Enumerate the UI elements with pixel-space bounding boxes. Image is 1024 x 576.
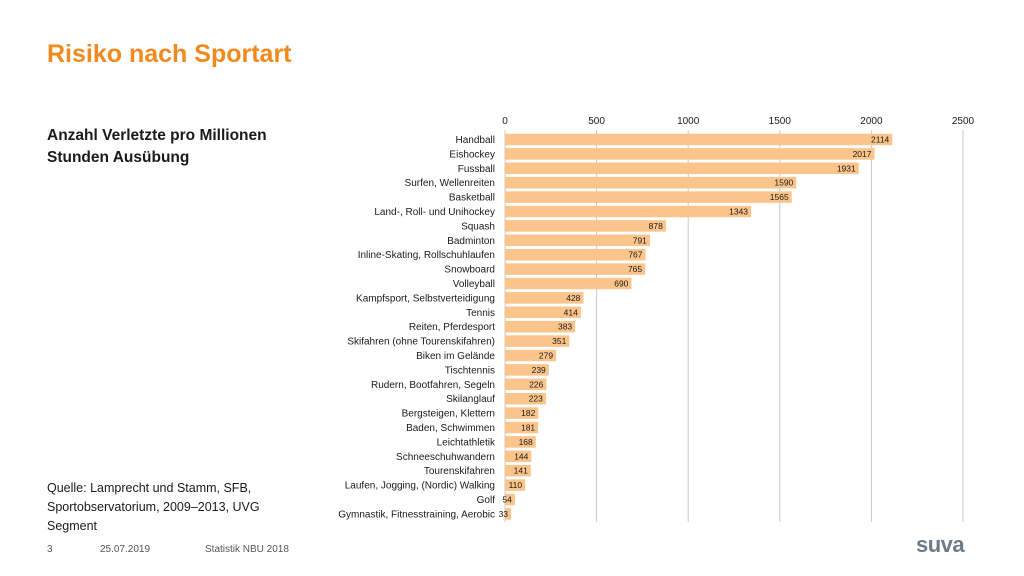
x-tick-label: 2500 xyxy=(952,116,975,127)
category-label: Tourenskifahren xyxy=(424,466,495,477)
bar xyxy=(505,148,875,160)
value-label: 1565 xyxy=(770,192,789,202)
bar xyxy=(505,364,549,376)
page-number: 3 xyxy=(47,544,53,555)
bar xyxy=(505,493,515,506)
bar xyxy=(505,205,752,218)
bar xyxy=(505,220,666,232)
bar xyxy=(505,263,646,275)
bar xyxy=(505,378,547,391)
value-label: 383 xyxy=(558,322,572,332)
category-label: Eishockey xyxy=(449,149,495,160)
category-label: Biken im Gelände xyxy=(416,351,495,362)
category-label: Baden, Schwimmen xyxy=(406,423,495,434)
bars xyxy=(505,133,893,520)
x-tick-label: 0 xyxy=(502,116,508,127)
category-label: Handball xyxy=(456,135,495,146)
value-label: 2114 xyxy=(871,135,890,145)
value-label: 239 xyxy=(532,365,546,375)
bar xyxy=(505,191,792,203)
bar xyxy=(505,464,531,477)
category-label: Squash xyxy=(461,221,495,232)
value-label: 2017 xyxy=(853,149,872,159)
page-title: Risiko nach Sportart xyxy=(47,40,292,68)
value-label: 428 xyxy=(566,293,580,303)
category-label: Rudern, Bootfahren, Segeln xyxy=(371,380,495,391)
category-label: Volleyball xyxy=(453,279,495,290)
bar xyxy=(505,176,797,189)
x-tick-label: 1000 xyxy=(677,116,700,127)
value-label: 33 xyxy=(499,509,509,519)
bar xyxy=(505,392,546,405)
suva-logo: suva xyxy=(916,532,965,557)
bar xyxy=(505,450,532,463)
bar xyxy=(505,335,570,347)
category-label: Inline-Skating, Rollschuhlaufen xyxy=(358,250,495,261)
category-label: Snowboard xyxy=(444,265,495,276)
category-label: Bergsteigen, Klettern xyxy=(402,409,495,420)
category-label: Basketball xyxy=(449,193,495,204)
x-tick-label: 500 xyxy=(588,116,605,127)
value-label: 182 xyxy=(521,408,535,418)
category-label: Surfen, Wellenreiten xyxy=(405,178,495,189)
bar xyxy=(505,133,893,146)
value-label: 223 xyxy=(529,394,543,404)
value-label: 1931 xyxy=(837,163,856,173)
bar xyxy=(505,407,539,419)
value-label: 226 xyxy=(529,379,543,389)
value-label: 767 xyxy=(628,250,642,260)
footer-report: Statistik NBU 2018 xyxy=(205,544,289,555)
value-label: 351 xyxy=(552,336,566,346)
category-label: Schneeschuhwandern xyxy=(396,452,495,463)
bar xyxy=(505,320,576,333)
category-label: Skilanglauf xyxy=(446,394,495,405)
bar xyxy=(505,508,512,520)
value-label: 181 xyxy=(521,423,535,433)
bar xyxy=(505,421,539,434)
value-label: 279 xyxy=(539,351,553,361)
x-tick-label: 2000 xyxy=(860,116,883,127)
category-label: Leichtathletik xyxy=(437,437,496,448)
category-label: Golf xyxy=(477,495,496,506)
bar xyxy=(505,292,584,304)
value-label: 1343 xyxy=(729,207,748,217)
value-label: 54 xyxy=(502,495,512,505)
x-axis-ticks: 0 500 1000 1500 2000 2500 xyxy=(502,116,974,127)
category-label: Tischtennis xyxy=(445,365,495,376)
x-tick-label: 1500 xyxy=(769,116,792,127)
bar xyxy=(505,436,536,448)
value-label: 414 xyxy=(564,307,578,317)
bar xyxy=(505,234,650,247)
bar xyxy=(505,248,646,261)
category-label: Land-, Roll- und Unihockey xyxy=(374,207,495,218)
value-label: 168 xyxy=(519,437,533,447)
bar xyxy=(505,306,581,319)
bar xyxy=(505,162,859,175)
category-label: Tennis xyxy=(466,308,495,319)
category-label: Skifahren (ohne Tourenskifahren) xyxy=(347,337,495,348)
source-note: Quelle: Lamprecht und Stamm, SFB, Sporto… xyxy=(47,481,260,533)
chart-subtitle: Anzahl Verletzte pro Millionen Stunden A… xyxy=(47,127,267,166)
value-label: 791 xyxy=(633,235,647,245)
value-label: 110 xyxy=(509,480,523,490)
category-label: Laufen, Jogging, (Nordic) Walking xyxy=(345,481,495,492)
value-label: 1590 xyxy=(774,178,793,188)
footer-date: 25.07.2019 xyxy=(100,544,151,555)
category-label: Fussball xyxy=(458,164,495,175)
category-label: Gymnastik, Fitnesstraining, Aerobic xyxy=(338,509,495,520)
value-label: 878 xyxy=(649,221,663,231)
category-label: Reiten, Pferdesport xyxy=(409,322,495,333)
bar xyxy=(505,349,557,362)
bar xyxy=(505,277,632,290)
category-labels: Handball Eishockey Fussball Surfen, Wellenr… xyxy=(338,135,496,520)
value-label: 144 xyxy=(514,451,528,461)
category-label: Badminton xyxy=(447,236,495,247)
value-label: 141 xyxy=(514,466,528,476)
bar xyxy=(505,479,526,491)
value-label: 765 xyxy=(628,264,642,274)
category-label: Kampfsport, Selbstverteidigung xyxy=(356,293,495,304)
value-label: 690 xyxy=(614,279,628,289)
